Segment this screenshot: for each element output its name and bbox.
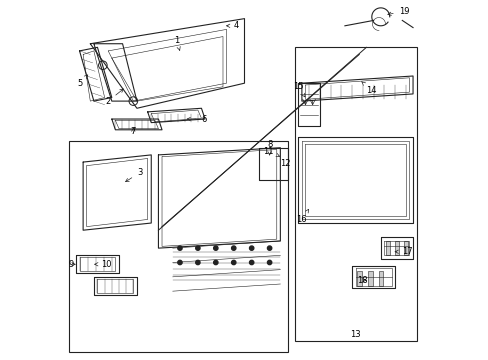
Text: 11: 11 — [262, 147, 279, 157]
Bar — [294, 47, 416, 341]
Circle shape — [267, 246, 271, 250]
Circle shape — [195, 246, 200, 250]
Circle shape — [249, 260, 253, 265]
Bar — [378, 271, 383, 286]
Text: 3: 3 — [125, 168, 142, 182]
Text: 14: 14 — [361, 82, 376, 95]
Text: 13: 13 — [349, 330, 360, 339]
Text: 18: 18 — [357, 276, 367, 285]
Circle shape — [231, 260, 235, 265]
Text: 8: 8 — [266, 140, 272, 155]
Text: 6: 6 — [187, 114, 206, 123]
Bar — [394, 241, 399, 255]
Text: 2: 2 — [105, 89, 123, 105]
Circle shape — [213, 260, 218, 265]
Text: 7: 7 — [130, 127, 136, 136]
Circle shape — [231, 246, 235, 250]
Bar — [69, 140, 287, 352]
Text: 1: 1 — [173, 36, 180, 50]
Text: 10: 10 — [95, 260, 111, 269]
Bar — [403, 241, 407, 255]
Circle shape — [178, 260, 182, 265]
Bar — [367, 271, 372, 286]
Text: 4: 4 — [226, 21, 239, 30]
Circle shape — [178, 246, 182, 250]
Circle shape — [195, 260, 200, 265]
Bar — [386, 241, 389, 255]
Circle shape — [213, 246, 218, 250]
Text: 19: 19 — [387, 7, 408, 16]
Circle shape — [249, 246, 253, 250]
Text: 17: 17 — [394, 247, 412, 256]
Text: 15: 15 — [292, 82, 305, 97]
Circle shape — [267, 260, 271, 265]
Text: 9: 9 — [69, 260, 75, 269]
Text: 16: 16 — [296, 209, 308, 224]
Text: 5: 5 — [77, 75, 88, 88]
Bar — [357, 271, 361, 286]
Text: 12: 12 — [280, 159, 290, 168]
